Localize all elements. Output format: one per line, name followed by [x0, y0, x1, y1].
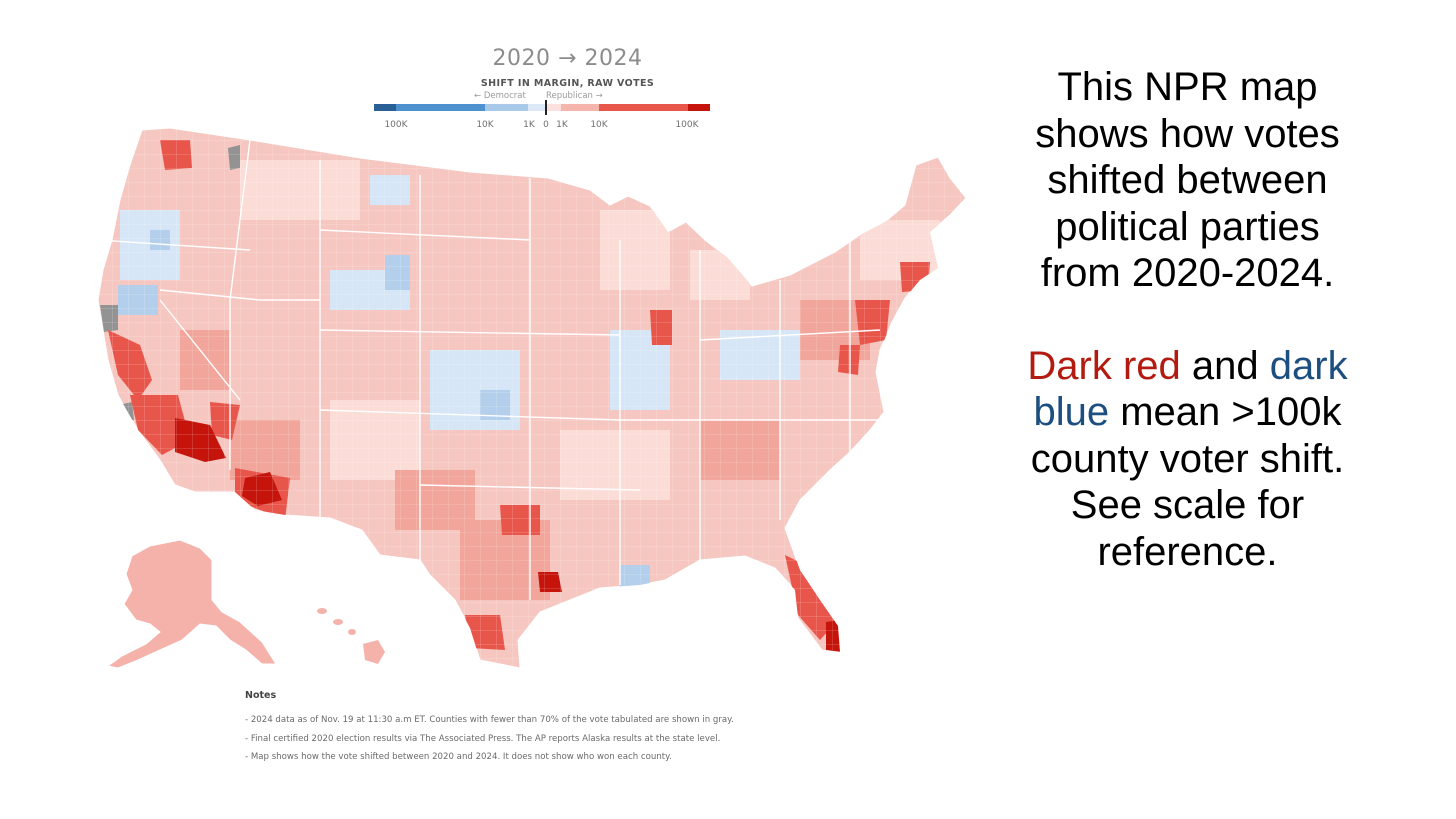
- note-line-2020-source: - Final certified 2020 election results …: [245, 733, 721, 744]
- alaska-shape: [106, 539, 277, 669]
- legend-swatch-dem-1k-10k: [485, 104, 528, 111]
- note-line-interpretation: - Map shows how the vote shifted between…: [245, 752, 672, 762]
- legend-democrat-direction: ← Democrat: [474, 91, 526, 101]
- caption-intro: This NPR map shows how votes shifted bet…: [1035, 65, 1340, 295]
- legend-swatch-rep-0-1k: [545, 104, 561, 111]
- conterminous-us: [97, 127, 967, 669]
- legend-swatch-rep-100k-plus: [688, 104, 710, 111]
- legend-tick-rep-1k: 1K: [556, 120, 568, 130]
- legend-swatch-dem-10k-100k: [396, 104, 485, 111]
- caption-explanation: Dark red and dark blue mean >100k county…: [1010, 343, 1365, 576]
- legend-swatch-rep-1k-10k: [561, 104, 599, 111]
- notes-heading: Notes: [245, 690, 277, 701]
- caption-and: and: [1180, 343, 1270, 388]
- legend-tick-dem-1k: 1K: [523, 120, 535, 130]
- caption-meaning: mean >100k county voter shift. See scale…: [1030, 390, 1345, 574]
- legend-color-scale: [374, 104, 710, 111]
- legend-tick-dem-10k: 10K: [476, 120, 494, 130]
- legend-title: 2020 → 2024: [492, 46, 643, 71]
- legend-swatch-rep-10k-100k: [599, 104, 688, 111]
- note-line-data-timing: - 2024 data as of Nov. 19 at 11:30 a.m E…: [245, 715, 734, 725]
- legend-swatch-dem-100k-plus: [374, 104, 396, 111]
- legend-republican-direction: Republican →: [546, 91, 603, 101]
- hawaii-big-island: [363, 640, 385, 664]
- legend-zero-marker: [545, 100, 547, 115]
- alaska: [106, 539, 277, 669]
- map-panel: 2020 → 2024 SHIFT IN MARGIN, RAW VOTES ←…: [97, 46, 967, 767]
- state-borders: [98, 139, 881, 600]
- legend-subtitle: SHIFT IN MARGIN, RAW VOTES: [480, 78, 655, 89]
- hawaii-island-3: [348, 629, 356, 635]
- hawaii-island-2: [333, 619, 343, 625]
- us-county-shift-map: [97, 127, 967, 669]
- map-notes: Notes - 2024 data as of Nov. 19 at 11:30…: [245, 690, 734, 767]
- legend-tick-rep-10k: 10K: [590, 120, 608, 130]
- caption-dark-red-label: Dark red: [1027, 343, 1181, 388]
- legend-tick-rep-100k: 100K: [675, 120, 699, 130]
- hawaii-island-1: [317, 608, 327, 614]
- legend-tick-zero: 0: [543, 120, 549, 130]
- legend-tick-dem-100k: 100K: [384, 120, 408, 130]
- caption-panel: This NPR map shows how votes shifted bet…: [1010, 64, 1365, 575]
- caption-dark-blue-label: dark blue: [1033, 343, 1348, 435]
- hawaii: [317, 608, 385, 664]
- legend-swatch-dem-0-1k: [528, 104, 545, 111]
